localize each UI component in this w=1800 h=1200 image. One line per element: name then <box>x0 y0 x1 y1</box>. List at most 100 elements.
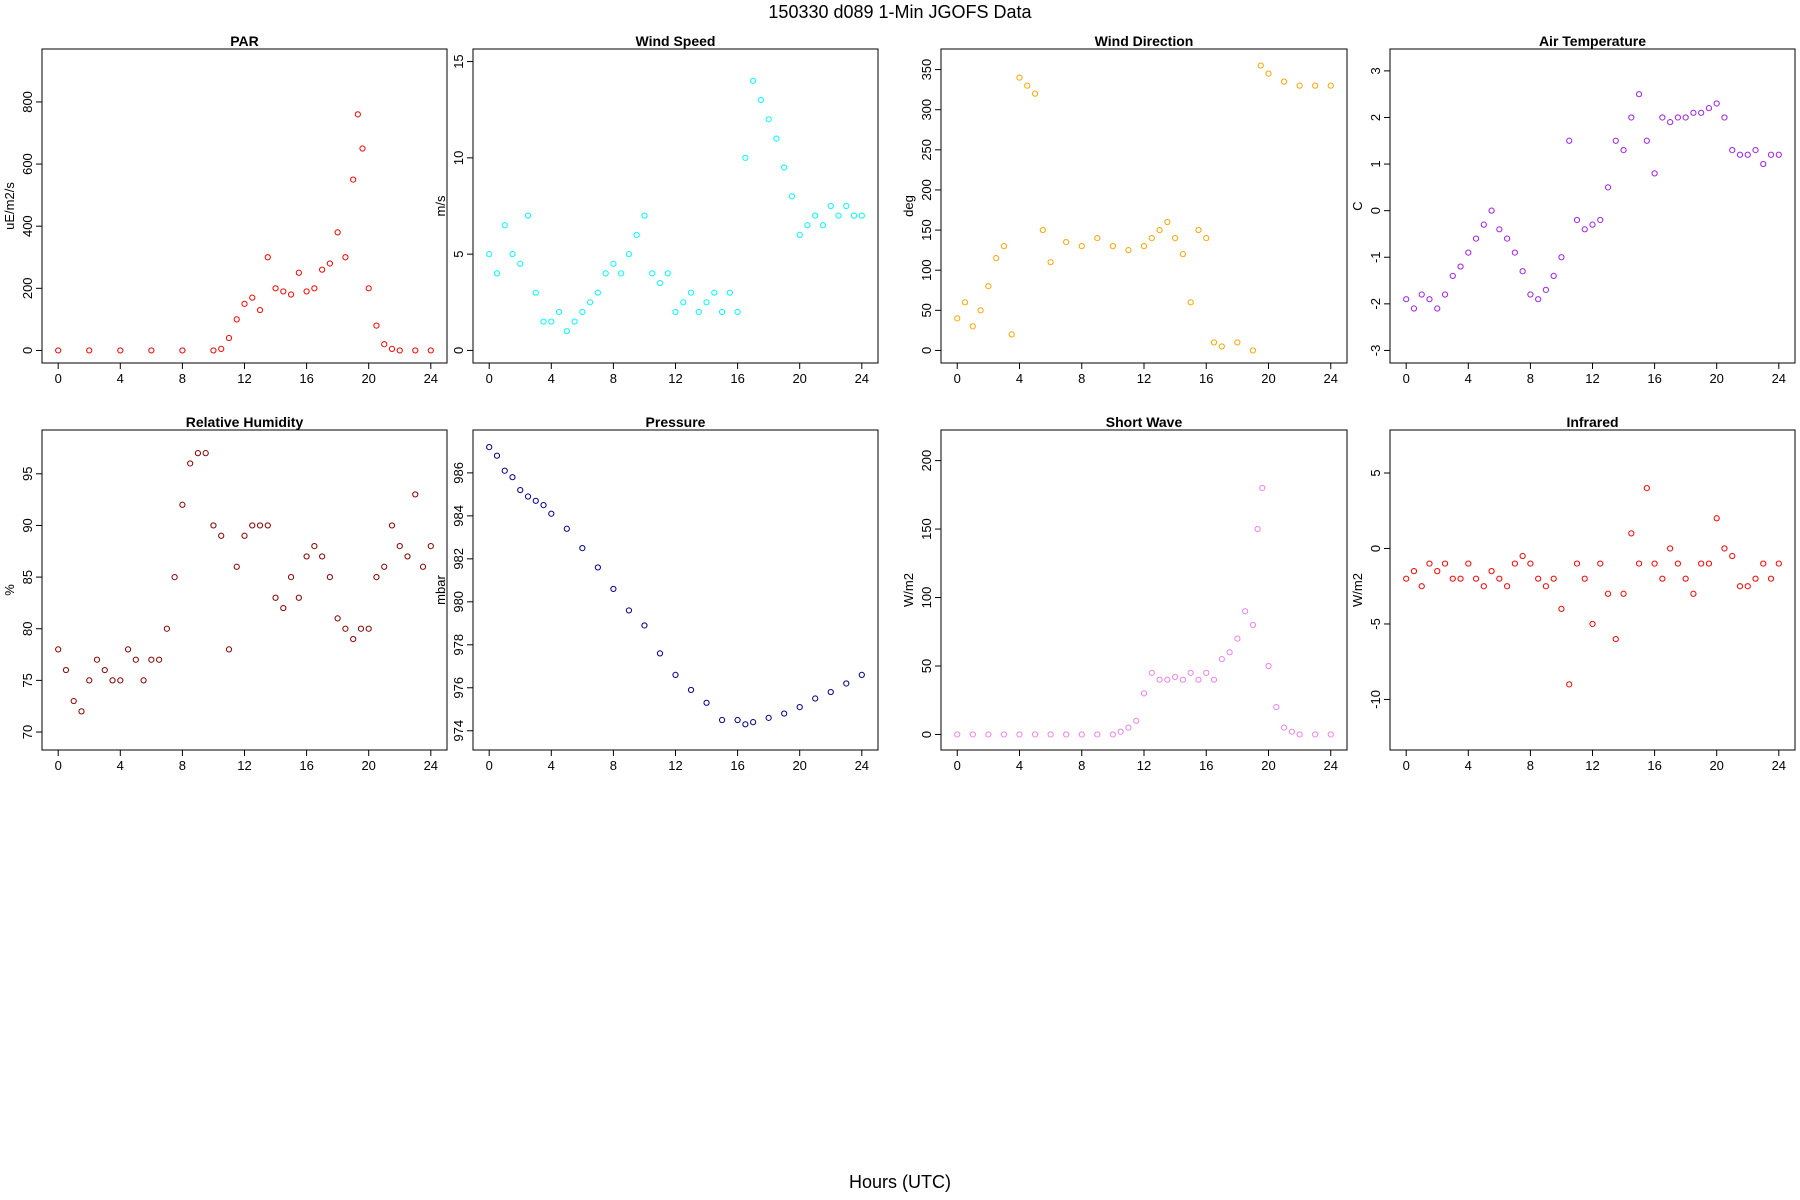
air-temperature-data-point <box>1457 263 1464 270</box>
relative-humidity-data-point <box>78 708 85 715</box>
infrared-data-point <box>1643 484 1650 492</box>
short-wave-data-point <box>1047 731 1054 738</box>
infrared-data-point <box>1597 560 1604 567</box>
relative-humidity-data-point <box>86 677 93 684</box>
wind-speed-data-point <box>812 212 819 219</box>
wind-speed-data-point <box>594 289 601 296</box>
pressure-x-tick-label: 16 <box>730 758 744 773</box>
relative-humidity-panel: Relative Humidity% 0 4 8 12 16 20 24 70 75 80 85 90 9… <box>2 414 448 773</box>
air-temperature-data-point <box>1612 137 1619 144</box>
short-wave-data-point <box>1156 676 1163 683</box>
par-data-point <box>319 266 326 273</box>
air-temperature-data-point <box>1674 114 1681 121</box>
air-temperature-data-point <box>1465 249 1472 256</box>
pressure-x-tick-label: 12 <box>668 758 682 773</box>
wind-speed-data-point <box>486 251 493 258</box>
wind-speed-data-point <box>656 279 664 287</box>
air-temperature-data-point <box>1480 221 1487 228</box>
air-temperature-data-point <box>1705 105 1713 112</box>
air-temperature-data-point <box>1690 109 1697 116</box>
air-temperature-y-tick-label: 2 <box>1368 114 1383 121</box>
par-data-point <box>55 347 62 354</box>
wind-speed-y-tick-label: 5 <box>451 251 466 258</box>
par-y-tick-label: 400 <box>20 215 35 237</box>
par-data-point <box>264 254 271 261</box>
par-x-tick-label: 4 <box>117 371 124 386</box>
relative-humidity-data-point <box>101 666 108 674</box>
relative-humidity-data-point <box>419 563 427 570</box>
pressure-data-point <box>734 716 741 724</box>
wind-direction-data-point <box>1164 218 1171 226</box>
wind-speed-data-point <box>827 202 834 210</box>
wind-direction-data-point <box>1140 243 1148 250</box>
air-temperature-data-point <box>1667 119 1674 126</box>
infrared-data-point <box>1465 560 1472 567</box>
wind-speed-data-point <box>672 308 679 316</box>
pressure-x-tick-label: 20 <box>792 758 806 773</box>
wind-direction-data-point <box>1031 90 1039 97</box>
short-wave-x-tick-label: 16 <box>1199 758 1213 773</box>
infrared-data-point <box>1721 545 1728 552</box>
relative-humidity-x-tick-label: 4 <box>117 758 124 773</box>
infrared-data-point <box>1775 560 1782 567</box>
pressure-data-point <box>548 510 555 517</box>
par-x-tick-label: 0 <box>55 371 62 386</box>
short-wave-data-point <box>1242 608 1249 615</box>
wind-direction-data-point <box>1257 62 1264 69</box>
short-wave-data-point <box>1094 731 1101 738</box>
relative-humidity-data-point <box>412 491 419 498</box>
relative-humidity-data-point <box>272 594 279 601</box>
relative-humidity-data-point <box>326 573 333 581</box>
pressure-data-point <box>625 607 633 614</box>
infrared-data-point <box>1736 583 1744 590</box>
wind-speed-data-point <box>788 193 796 200</box>
par-panel: PAR uE/m2/s 0 4 8 12 16 20 24 0 200 400 600 800 <box>2 33 448 386</box>
infrared-x-tick-label: 16 <box>1647 758 1661 773</box>
wind-speed-data-point <box>796 231 803 238</box>
relative-humidity-data-point <box>93 656 101 663</box>
relative-humidity-data-point <box>171 573 178 581</box>
infrared-data-point <box>1573 560 1581 567</box>
pressure-data-point <box>656 650 664 657</box>
pressure-data-point <box>641 622 648 629</box>
wind-direction-x-tick-label: 4 <box>1016 371 1023 386</box>
par-data-point <box>218 345 225 352</box>
relative-humidity-data-point <box>225 646 233 653</box>
wind-speed-data-point <box>587 299 594 306</box>
wind-speed-data-point <box>718 308 726 316</box>
wind-direction-y-tick-label: 350 <box>919 59 934 81</box>
short-wave-data-point <box>985 731 992 738</box>
air-temperature-data-point <box>1573 216 1581 224</box>
pressure-data-point <box>509 474 516 481</box>
pressure-data-point <box>796 704 803 711</box>
wind-direction-data-point <box>1234 339 1241 346</box>
short-wave-data-point <box>1327 731 1334 738</box>
pressure-data-point <box>858 671 865 678</box>
wind-speed-data-point <box>711 289 718 296</box>
wind-speed-x-tick-label: 8 <box>610 371 617 386</box>
pressure-data-point <box>563 525 570 532</box>
short-wave-data-point <box>1273 703 1280 711</box>
pressure-data-point <box>532 497 539 504</box>
relative-humidity-data-point <box>295 594 302 601</box>
par-data-point <box>373 322 380 329</box>
relative-humidity-title: Relative Humidity <box>186 414 304 430</box>
infrared-data-point <box>1527 560 1534 567</box>
air-temperature-data-point <box>1542 286 1550 293</box>
wind-speed-data-point <box>548 318 555 325</box>
par-data-point <box>303 288 310 295</box>
par-data-point <box>326 260 333 267</box>
infrared-data-point <box>1589 620 1596 628</box>
short-wave-data-point <box>1016 731 1023 738</box>
infrared-data-point <box>1752 575 1759 582</box>
wind-speed-data-point <box>524 212 532 219</box>
short-wave-data-point <box>1234 635 1241 642</box>
short-wave-data-point <box>1078 731 1085 738</box>
air-temperature-data-point <box>1659 114 1666 121</box>
wind-speed-data-point <box>734 308 741 316</box>
relative-humidity-data-point <box>109 677 116 684</box>
wind-direction-data-point <box>1210 339 1218 346</box>
infrared-data-point <box>1604 590 1612 597</box>
short-wave-x-tick-label: 8 <box>1078 758 1085 773</box>
air-temperature-x-tick-label: 16 <box>1647 371 1661 386</box>
